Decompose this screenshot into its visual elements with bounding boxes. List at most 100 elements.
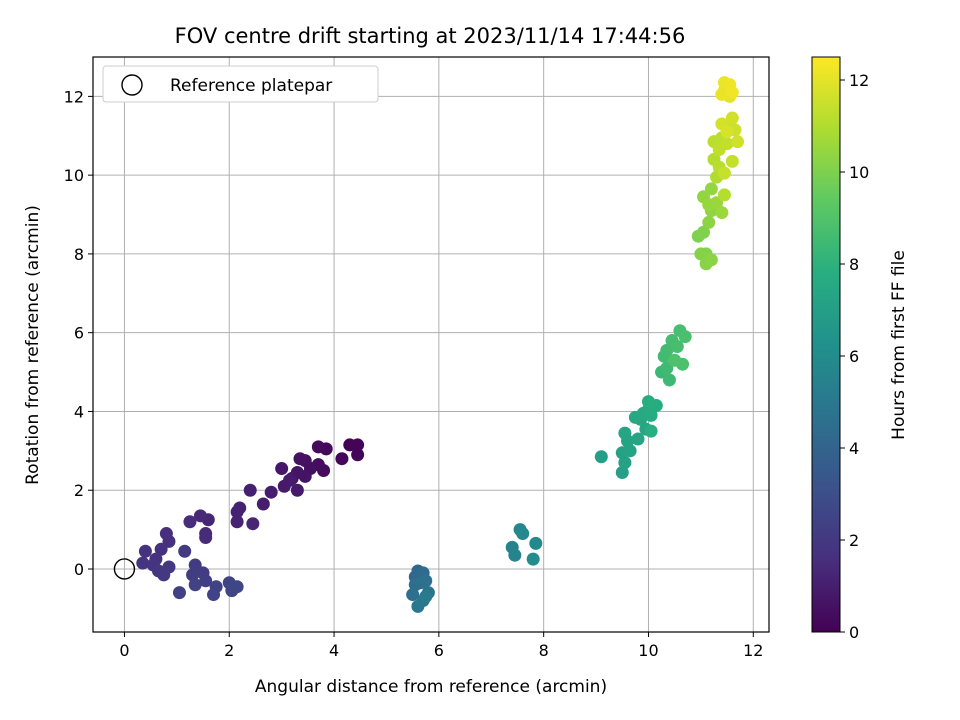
data-point (178, 544, 192, 558)
legend-box (102, 65, 379, 103)
reference-point (113, 558, 136, 580)
data-point (710, 196, 724, 210)
grid-lines (93, 57, 769, 632)
data-point (678, 330, 692, 344)
x-tick-label: 6 (434, 641, 444, 660)
data-point (641, 395, 655, 409)
data-point (193, 509, 207, 523)
data-point (670, 339, 684, 353)
data-point (351, 438, 365, 452)
data-point (154, 542, 168, 556)
colorbar (811, 56, 841, 633)
colorbar-tick-label: 12 (849, 71, 869, 90)
data-point (199, 530, 213, 544)
data-point (351, 448, 365, 462)
data-point (694, 247, 708, 261)
data-point (406, 588, 420, 602)
legend: Reference platepar (102, 65, 379, 103)
colorbar-tick-label: 4 (849, 439, 859, 458)
plot-frame (92, 56, 770, 633)
colorbar-ticks: 0 2 4 6 8 10 12 (840, 71, 869, 642)
data-point (715, 87, 729, 101)
legend-marker (121, 74, 143, 96)
data-point (516, 527, 530, 541)
data-point (138, 544, 152, 558)
y-tick-label: 4 (74, 402, 84, 421)
data-point (162, 534, 176, 548)
data-point (662, 373, 676, 387)
data-point (293, 452, 307, 466)
data-point (419, 590, 433, 604)
data-point (731, 135, 745, 149)
y-tick-label: 2 (74, 481, 84, 500)
data-point (172, 586, 186, 600)
y-axis-label: Rotation from reference (arcmin) (23, 205, 43, 485)
data-point (188, 578, 202, 592)
y-tick-label: 6 (74, 324, 84, 343)
data-point (704, 253, 718, 267)
y-axis-ticks: 0 2 4 6 8 10 12 (64, 87, 93, 579)
reference-marker (113, 558, 136, 580)
legend-label: Reference platepar (170, 76, 332, 96)
x-tick-label: 12 (743, 641, 763, 660)
data-point (230, 505, 244, 519)
data-point (207, 588, 221, 602)
data-point (715, 206, 729, 220)
data-point (717, 188, 731, 202)
data-point (644, 424, 658, 438)
data-point (162, 560, 176, 574)
data-point (725, 111, 739, 125)
data-point (230, 580, 244, 594)
data-point (186, 568, 200, 582)
x-tick-label: 8 (539, 641, 549, 660)
data-point (660, 343, 674, 357)
data-point (644, 408, 658, 422)
data-point (668, 353, 682, 367)
data-point (615, 465, 629, 479)
data-point (290, 483, 304, 497)
colorbar-tick-label: 0 (849, 623, 859, 642)
colorbar-tick-label: 10 (849, 163, 869, 182)
x-axis-label: Angular distance from reference (arcmin) (255, 677, 607, 697)
data-point (702, 215, 716, 229)
data-point (508, 548, 522, 562)
data-point (618, 426, 632, 440)
data-point (419, 574, 433, 588)
x-axis-ticks: 0 2 4 6 8 10 12 (119, 632, 763, 660)
y-tick-label: 12 (64, 87, 84, 106)
y-tick-label: 0 (74, 560, 84, 579)
data-point (275, 462, 289, 476)
data-point (335, 452, 349, 466)
colorbar-tick-label: 2 (849, 531, 859, 550)
data-point (188, 558, 202, 572)
data-point (256, 497, 270, 511)
data-point (720, 137, 734, 151)
data-point (631, 432, 645, 446)
data-point (618, 456, 632, 470)
data-point (660, 361, 674, 375)
data-point (529, 536, 543, 550)
colorbar-tick-label: 8 (849, 255, 859, 274)
x-tick-label: 4 (329, 641, 339, 660)
x-tick-label: 2 (224, 641, 234, 660)
data-point (704, 182, 718, 196)
data-points (136, 76, 745, 613)
y-tick-label: 10 (64, 166, 84, 185)
data-point (183, 515, 197, 529)
data-point (199, 574, 213, 588)
data-point (725, 154, 739, 168)
data-point (230, 515, 244, 529)
data-point (696, 225, 710, 239)
data-point (283, 473, 297, 487)
data-point (717, 166, 731, 180)
data-point (623, 444, 637, 458)
data-point (725, 85, 739, 99)
x-tick-label: 10 (638, 641, 658, 660)
data-point (243, 483, 257, 497)
data-point (311, 440, 325, 454)
x-tick-label: 0 (119, 641, 129, 660)
data-point (246, 517, 260, 531)
colorbar-label: Hours from first FF file (889, 250, 909, 440)
data-point (594, 450, 608, 464)
